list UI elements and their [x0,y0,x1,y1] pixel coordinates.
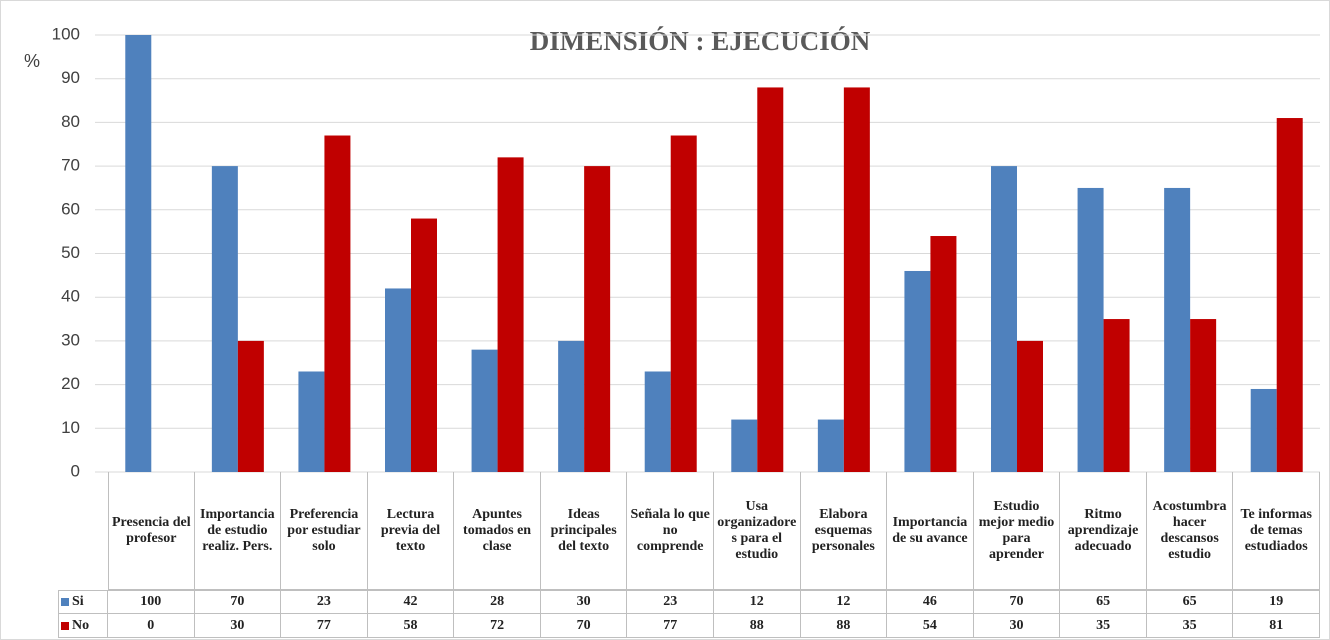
table-value: 46 [887,590,974,614]
bar [558,340,585,472]
category-label: Importancia de su avance [887,472,974,590]
table-value: 30 [194,614,282,638]
bar [237,340,264,472]
y-tick-label: 70 [61,156,80,175]
legend-entry: Si [58,590,108,614]
table-value: 81 [1233,614,1320,638]
y-tick-label: 20 [61,374,80,393]
bar [1276,118,1303,472]
table-value: 23 [281,590,368,614]
category-label: Usa organizadores para el estudio [714,472,801,590]
table-value: 65 [1060,590,1147,614]
y-tick-label: 80 [61,112,80,131]
table-value: 77 [281,614,368,638]
table-value: 0 [108,614,195,638]
table-value: 70 [540,614,628,638]
table-value: 19 [1233,590,1320,614]
bar [670,135,697,472]
category-label: Importancia de estudio realiz. Pers. [194,472,282,590]
bar [644,371,671,472]
legend-label: No [72,617,90,633]
y-tick-label: 30 [61,330,80,349]
bar [211,166,238,472]
category-label: Acostumbra hacer descansos estudio [1146,472,1234,590]
bar [731,419,758,472]
table-value: 35 [1060,614,1147,638]
legend-swatch [61,598,69,606]
y-tick-label: 10 [61,418,80,437]
category-label: Elabora esquemas personales [800,472,888,590]
category-label: Estudio mejor medio para aprender [973,472,1061,590]
category-label: Ritmo aprendizaje adecuado [1060,472,1147,590]
legend-entry: No [58,614,108,638]
bar [1250,388,1277,472]
bar [757,87,784,472]
y-tick-label: 90 [61,68,80,87]
table-value: 70 [194,590,282,614]
bar [125,35,152,472]
bar [817,419,844,472]
bar [497,157,524,473]
y-tick-label: 50 [61,243,80,262]
chart-title: DIMENSIÓN : EJECUCIÓN [530,26,871,56]
y-tick-label: 40 [61,287,80,306]
bar [904,270,931,472]
table-value: 54 [887,614,974,638]
y-tick-label: 100 [52,24,80,43]
legend-label: Si [72,594,84,609]
table-value: 58 [367,614,455,638]
y-tick-label: 0 [71,461,80,480]
bar [471,349,498,472]
bar [411,218,437,472]
category-label: Preferencia por estudiar solo [281,472,368,590]
bar [1164,187,1191,472]
table-value: 88 [714,614,801,638]
table-value: 70 [973,590,1061,614]
bar [991,166,1017,472]
table-value: 77 [627,614,714,638]
bar [584,166,611,472]
table-value: 30 [973,614,1061,638]
bar [930,236,957,472]
table-value: 12 [800,590,888,614]
table-value: 42 [367,590,455,614]
y-tick-label: 60 [61,199,80,218]
table-value: 100 [108,590,195,614]
table-value: 72 [454,614,541,638]
bar [1017,340,1043,472]
y-axis-label: % [24,51,40,71]
table-value: 12 [714,590,801,614]
bar [1190,319,1217,472]
category-label: Apuntes tomados en clase [454,472,541,590]
category-label: Te informas de temas estudiados [1233,472,1320,590]
table-value: 65 [1146,590,1234,614]
category-label: Señala lo que no comprende [627,472,714,590]
category-label: Ideas principales del texto [540,472,628,590]
bar [298,371,325,472]
bar [324,135,351,472]
bar [1103,319,1130,472]
bar [843,87,870,472]
category-label: Presencia del profesor [108,472,195,590]
legend-swatch [61,621,69,630]
table-value: 23 [627,590,714,614]
bar [385,288,411,472]
table-value: 28 [454,590,541,614]
bar [1077,187,1104,472]
table-value: 35 [1146,614,1234,638]
category-label: Lectura previa del texto [367,472,455,590]
table-value: 88 [800,614,888,638]
table-value: 30 [540,590,628,614]
